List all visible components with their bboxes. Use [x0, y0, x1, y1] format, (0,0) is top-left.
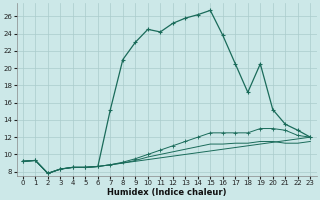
X-axis label: Humidex (Indice chaleur): Humidex (Indice chaleur) [107, 188, 226, 197]
